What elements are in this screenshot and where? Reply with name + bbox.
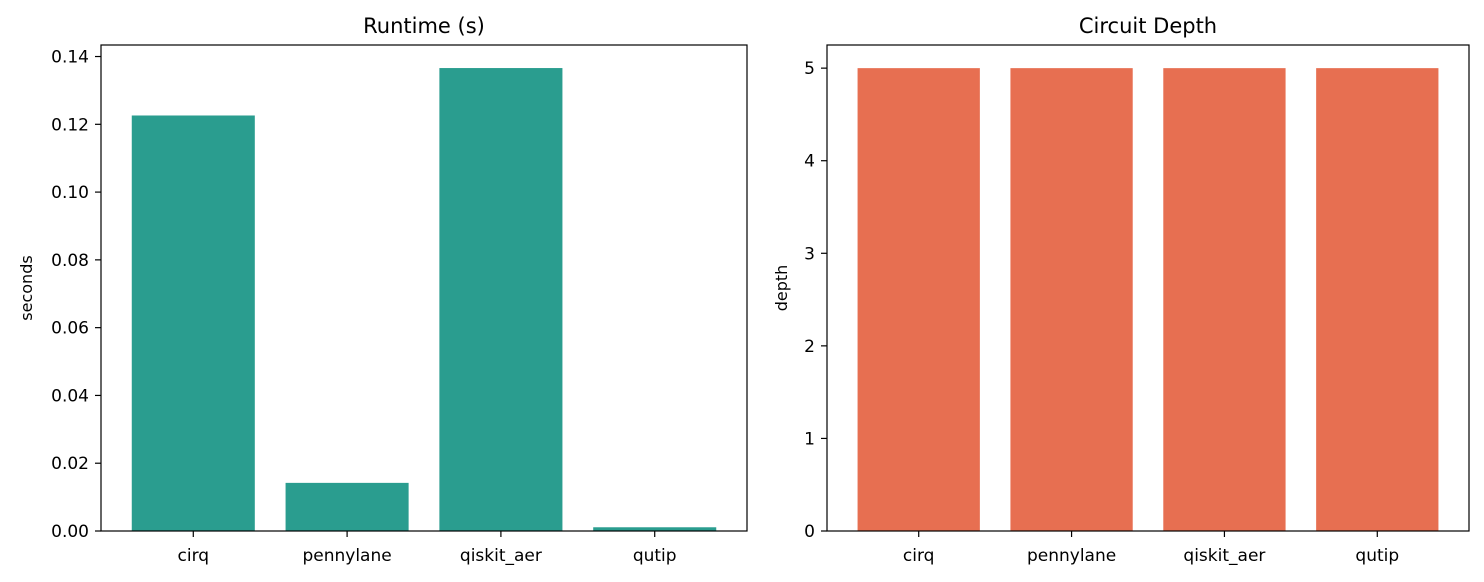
depth-y-tick-label: 3 (804, 244, 815, 264)
runtime-x-tick-label: pennylane (302, 546, 391, 566)
runtime-y-tick-label: 0.02 (51, 454, 89, 474)
runtime-y-tick-label: 0.06 (51, 319, 89, 339)
depth-y-tick-label: 5 (804, 59, 815, 79)
depth-x-tick-label: qutip (1355, 546, 1399, 566)
depth-chart: cirq pennylane qiskit_aer qutip 0 1 2 3 4 5 Circui… (772, 14, 1470, 566)
runtime-y-tick-label: 0.00 (51, 522, 89, 542)
runtime-x-tick-label: cirq (178, 546, 210, 566)
depth-y-axis-label: depth (772, 265, 791, 312)
runtime-bar-cirq (131, 115, 255, 532)
depth-bar-qutip (1316, 68, 1439, 531)
depth-bar-pennylane (1010, 68, 1133, 531)
depth-x-tick-label: pennylane (1027, 546, 1116, 566)
depth-bar-cirq (857, 68, 980, 531)
runtime-y-tick-label: 0.10 (51, 183, 89, 203)
runtime-y-axis-label: seconds (17, 255, 36, 320)
depth-y-tick-label: 2 (804, 337, 815, 357)
depth-x-tick-label: qiskit_aer (1183, 546, 1265, 566)
depth-y-tick-label: 4 (804, 152, 815, 172)
runtime-axes-frame (100, 44, 748, 532)
runtime-y-tick-label: 0.08 (51, 251, 89, 271)
runtime-x-tick-label: qiskit_aer (460, 546, 542, 566)
runtime-y-tick-label: 0.04 (51, 386, 89, 406)
depth-x-tick-label: cirq (903, 546, 935, 566)
depth-axes-frame (826, 44, 1470, 532)
runtime-x-tick-label: qutip (633, 546, 677, 566)
depth-bar-qiskit-aer (1163, 68, 1286, 531)
depth-chart-title: Circuit Depth (1079, 14, 1217, 38)
runtime-chart-title: Runtime (s) (363, 14, 485, 38)
runtime-bar-pennylane (285, 482, 409, 531)
runtime-bar-qiskit-aer (439, 68, 563, 532)
depth-y-tick-label: 0 (804, 522, 815, 542)
runtime-y-tick-label: 0.14 (51, 48, 89, 68)
runtime-bar-qutip (593, 527, 717, 531)
runtime-y-tick-label: 0.12 (51, 115, 89, 135)
depth-y-tick-label: 1 (804, 429, 815, 449)
runtime-chart: cirq pennylane qiskit_aer qutip 0.00 0.02 0.04… (17, 14, 748, 566)
